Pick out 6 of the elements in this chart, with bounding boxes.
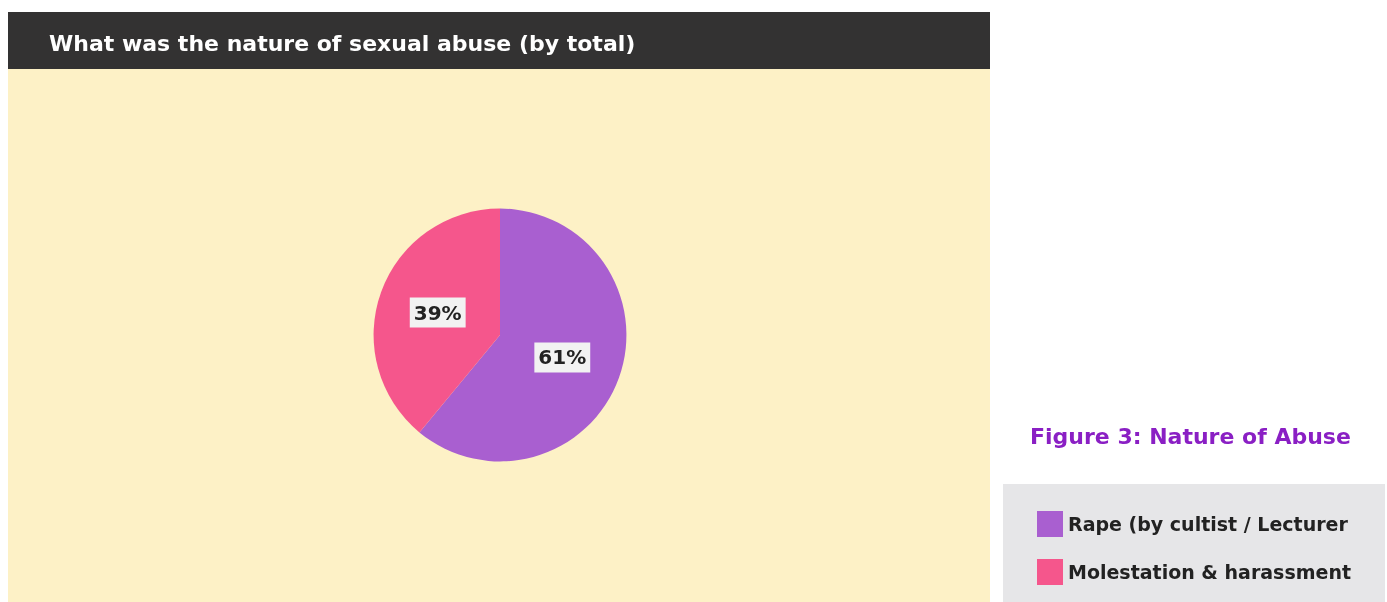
data-label: 39%: [413, 300, 462, 325]
legend-label: Rape (by cultist / Lecturer: [1068, 513, 1349, 535]
data-label: 61%: [538, 345, 587, 370]
chart-title: What was the nature of sexual abuse (by total): [49, 30, 636, 56]
caption: Figure 3: Nature of Abuse: [1030, 423, 1351, 449]
legend-label: Molestation & harassment: [1068, 561, 1351, 583]
